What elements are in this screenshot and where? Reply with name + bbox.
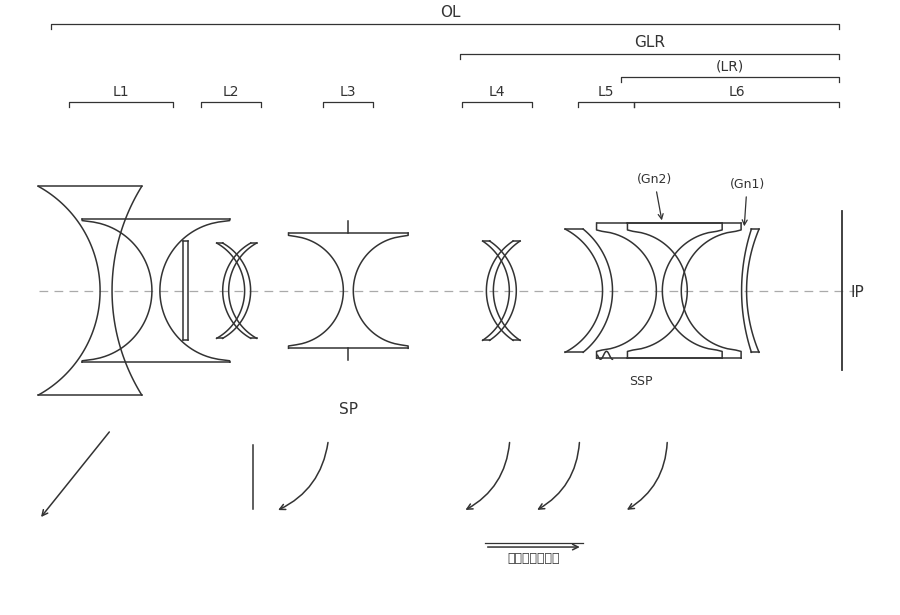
Text: GLR: GLR: [634, 35, 665, 50]
Text: L1: L1: [112, 85, 130, 99]
Text: L4: L4: [489, 85, 505, 99]
Text: (Gn2): (Gn2): [636, 173, 672, 219]
Text: (LR): (LR): [716, 59, 744, 73]
Text: L3: L3: [340, 85, 356, 99]
Text: IP: IP: [850, 285, 865, 300]
Text: SSP: SSP: [629, 375, 652, 388]
Text: (Gn1): (Gn1): [730, 178, 765, 225]
Text: （フォーカス）: （フォーカス）: [508, 552, 560, 565]
Text: SP: SP: [338, 402, 358, 417]
Text: OL: OL: [440, 6, 460, 20]
Text: L5: L5: [598, 85, 615, 99]
Text: L2: L2: [222, 85, 239, 99]
Text: L6: L6: [728, 85, 745, 99]
